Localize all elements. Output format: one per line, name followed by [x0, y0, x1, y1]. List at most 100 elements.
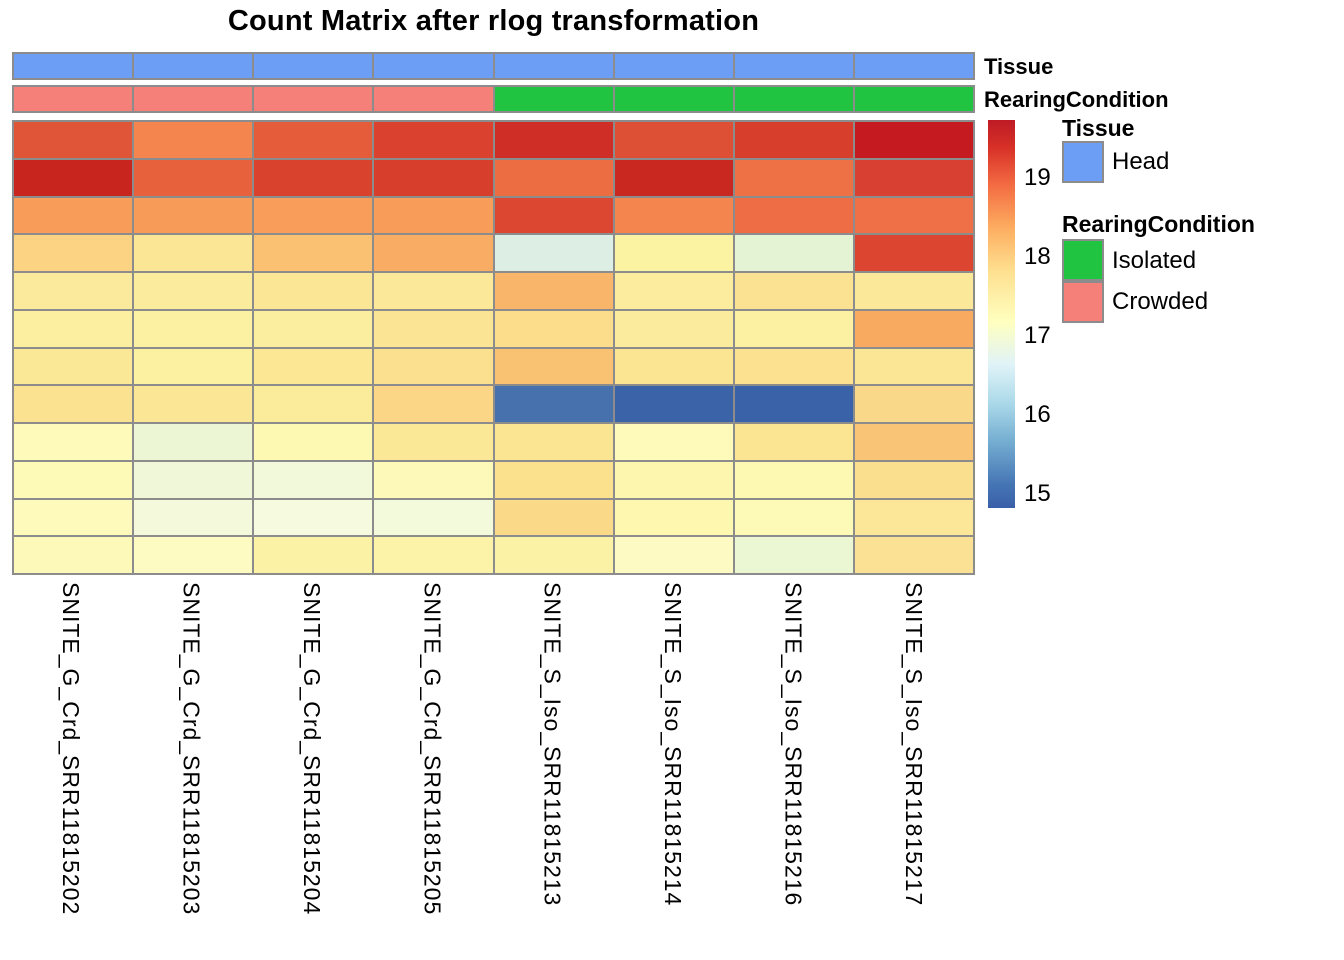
- heatmap-cell: [374, 499, 493, 536]
- heatmap-cell: [134, 424, 253, 460]
- heatmap-cell: [374, 159, 493, 196]
- heatmap-cell: [734, 386, 853, 422]
- heatmap-cell: [14, 424, 133, 460]
- heatmap-cell: [14, 348, 133, 385]
- heatmap-cell: [854, 499, 973, 536]
- colorbar-tick-label: 16: [1024, 400, 1051, 428]
- heatmap-cell: [494, 197, 613, 234]
- chart-title: Count Matrix after rlog transformation: [227, 5, 760, 37]
- heatmap-cell: [134, 273, 253, 309]
- heatmap-cell: [614, 537, 733, 573]
- column-label: SNITE_G_Crd_SRR11815202: [58, 582, 85, 916]
- heatmap-cell: [134, 197, 253, 234]
- heatmap-cell: [494, 461, 613, 498]
- heatmap-cell: [734, 499, 853, 536]
- heatmap-cell: [134, 159, 253, 196]
- heatmap-cell: [374, 122, 493, 158]
- heatmap-cell: [254, 348, 373, 385]
- heatmap-cell: [734, 273, 853, 309]
- tissue-annotation-bar: [12, 52, 975, 80]
- tissue-annotation-cell: [854, 54, 973, 78]
- heatmap-cell: [734, 537, 853, 573]
- heatmap-cell: [854, 122, 973, 158]
- heatmap-cell: [374, 537, 493, 573]
- heatmap-cell: [134, 386, 253, 422]
- heatmap-cell: [254, 159, 373, 196]
- heatmap-cell: [494, 310, 613, 347]
- heatmap-cell: [254, 310, 373, 347]
- colorbar-tick-label: 18: [1024, 242, 1051, 270]
- rearing-annotation-cell: [854, 87, 973, 111]
- colorbar-tick-label: 17: [1024, 321, 1051, 349]
- heatmap-cell: [254, 499, 373, 536]
- heatmap-cell: [254, 386, 373, 422]
- heatmap-cell: [14, 159, 133, 196]
- heatmap-cell: [734, 235, 853, 271]
- heatmap-cell: [614, 197, 733, 234]
- legend-isolated-swatch: [1062, 239, 1104, 281]
- heatmap-cell: [854, 235, 973, 271]
- heatmap-cell: [614, 122, 733, 158]
- heatmap-cell: [254, 424, 373, 460]
- heatmap-cell: [14, 122, 133, 158]
- heatmap-cell: [734, 197, 853, 234]
- column-label: SNITE_S_Iso_SRR11815214: [660, 582, 687, 907]
- legend-isolated-label: Isolated: [1112, 247, 1197, 274]
- heatmap-cell: [614, 424, 733, 460]
- heatmap-cell: [614, 461, 733, 498]
- heatmap-cell: [374, 461, 493, 498]
- heatmap-cell: [14, 235, 133, 271]
- heatmap-cell: [254, 122, 373, 158]
- column-label: SNITE_G_Crd_SRR11815203: [178, 582, 205, 916]
- column-label: SNITE_G_Crd_SRR11815205: [419, 582, 446, 916]
- heatmap-cell: [134, 122, 253, 158]
- heatmap-cell: [134, 499, 253, 536]
- heatmap-cell: [494, 122, 613, 158]
- legend-crowded-label: Crowded: [1112, 288, 1209, 315]
- heatmap-cell: [614, 273, 733, 309]
- heatmap-cell: [614, 386, 733, 422]
- heatmap-cell: [734, 424, 853, 460]
- legend-head-label: Head: [1112, 148, 1170, 175]
- heatmap-cell: [14, 310, 133, 347]
- heatmap-cell: [614, 310, 733, 347]
- heatmap-cell: [254, 197, 373, 234]
- legend-rearing-heading: RearingCondition: [1062, 211, 1255, 237]
- heatmap-cell: [374, 424, 493, 460]
- heatmap-cell: [134, 537, 253, 573]
- heatmap-cell: [134, 235, 253, 271]
- tissue-annotation-cell: [734, 54, 853, 78]
- heatmap-cell: [734, 348, 853, 385]
- heatmap-cell: [374, 197, 493, 234]
- heatmap-cell: [14, 537, 133, 573]
- heatmap-cell: [734, 159, 853, 196]
- heatmap-cell: [614, 348, 733, 385]
- heatmap-cell: [254, 537, 373, 573]
- column-label: SNITE_S_Iso_SRR11815217: [900, 582, 927, 907]
- rearing-annotation-cell: [14, 87, 133, 111]
- tissue-annotation-cell: [614, 54, 733, 78]
- heatmap-cell: [494, 235, 613, 271]
- heatmap-cell: [614, 499, 733, 536]
- heatmap-cell: [374, 348, 493, 385]
- tissue-annotation-cell: [494, 54, 613, 78]
- rearing-annotation-cell: [254, 87, 373, 111]
- heatmap-cell: [254, 235, 373, 271]
- heatmap-cell: [494, 386, 613, 422]
- heatmap-cell: [494, 348, 613, 385]
- heatmap-cell: [734, 122, 853, 158]
- heatmap-cell: [374, 273, 493, 309]
- heatmap-cell: [254, 273, 373, 309]
- heatmap-cell: [854, 461, 973, 498]
- heatmap-cell: [854, 310, 973, 347]
- rearing-annotation-cell: [734, 87, 853, 111]
- heatmap-cell: [14, 461, 133, 498]
- legend-tissue-heading: Tissue: [1062, 115, 1135, 141]
- heatmap-cell: [734, 310, 853, 347]
- rearing-annotation-cell: [614, 87, 733, 111]
- heatmap-cell: [374, 386, 493, 422]
- heatmap-cell: [854, 273, 973, 309]
- tissue-bar-label: Tissue: [984, 54, 1054, 79]
- heatmap-cell: [374, 235, 493, 271]
- legend-crowded-swatch: [1062, 281, 1104, 323]
